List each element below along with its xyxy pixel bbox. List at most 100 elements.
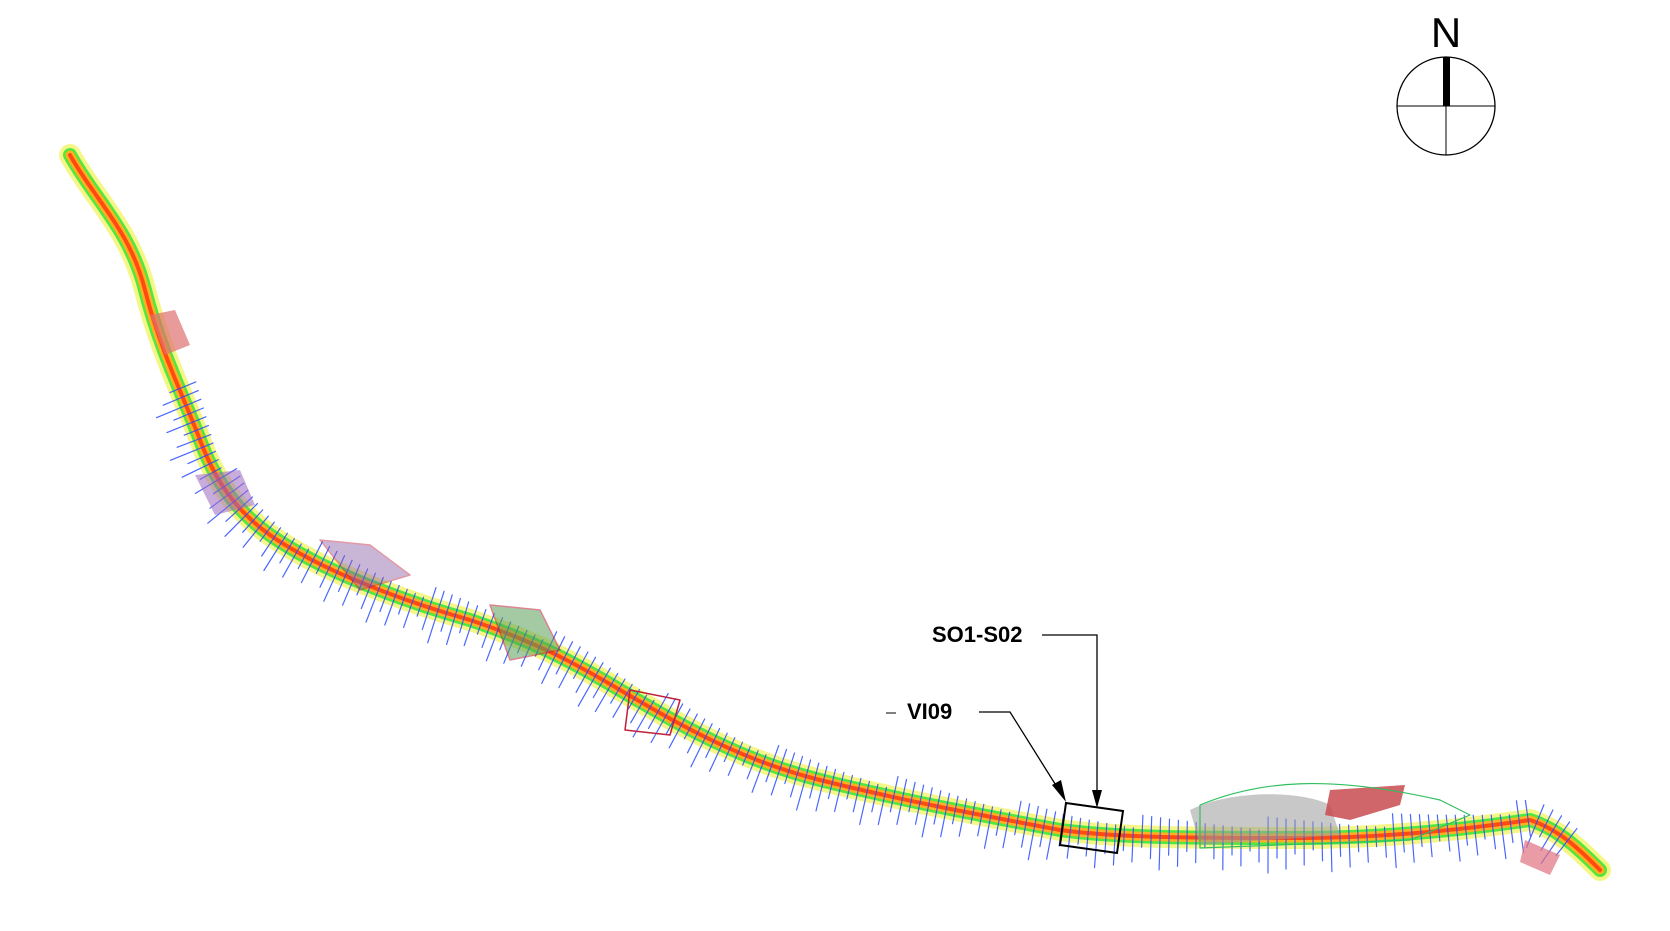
cross-section-tick — [403, 592, 416, 629]
corridor-vegetation-green — [63, 148, 1607, 877]
cross-section-tick — [1167, 818, 1171, 856]
cross-section-tick — [1140, 814, 1144, 848]
cross-section-tick — [398, 588, 408, 615]
cross-section-tick — [342, 564, 361, 606]
structure-east-building — [1325, 785, 1405, 820]
cross-section-tick — [1066, 815, 1073, 859]
structure-junction-c — [624, 689, 681, 736]
detail-frame — [1058, 801, 1125, 855]
cross-section-tick — [421, 586, 437, 631]
cross-section-tick — [683, 713, 698, 740]
cross-section-tick — [742, 745, 751, 766]
cross-section-tick — [300, 541, 323, 584]
cross-section-tick — [356, 568, 369, 596]
cross-section-tick — [263, 532, 288, 572]
cross-section-tick — [1122, 825, 1126, 852]
cross-section-tick — [1490, 814, 1497, 850]
cross-section-tick — [1104, 822, 1108, 855]
cross-section-tick — [723, 737, 736, 763]
cross-section-tick — [575, 656, 597, 693]
cross-section-tick — [1427, 814, 1433, 858]
cross-section-tick — [1093, 821, 1099, 869]
cross-section-tick — [765, 744, 780, 783]
cross-section-tick — [1356, 825, 1360, 853]
cross-section-tick — [908, 781, 916, 813]
cross-section-tick — [995, 809, 1002, 836]
cross-section-tick — [1508, 814, 1514, 844]
corridor-core-red — [68, 153, 1602, 872]
cross-section-tick — [1540, 815, 1563, 851]
cross-section-tick — [1158, 817, 1162, 871]
cross-section-tick — [360, 572, 376, 610]
cross-section-tick — [169, 442, 214, 461]
callout-vi09-arrowhead — [1052, 780, 1066, 802]
cross-section-tick — [181, 459, 219, 478]
cross-section-tick — [809, 762, 820, 799]
interchange-structures — [150, 310, 1560, 875]
cross-section-tick — [751, 754, 767, 793]
cross-section-tick — [384, 584, 400, 626]
cross-section-tick — [297, 548, 310, 570]
cross-section-tick — [1186, 820, 1188, 853]
cross-section-tick — [833, 771, 845, 813]
cross-section-tick — [951, 795, 959, 825]
cross-section-tick — [784, 752, 796, 785]
cross-section-tick — [242, 515, 269, 548]
cross-section-tick — [173, 407, 204, 421]
cross-section-tick — [815, 765, 828, 812]
callout-vi09-label: VI09 — [907, 699, 952, 724]
cross-section-tick — [319, 550, 338, 588]
cross-section-tick — [958, 798, 968, 837]
cross-section-tick — [1176, 819, 1180, 867]
cross-section-tick — [1338, 823, 1342, 857]
cross-section-tick — [261, 527, 282, 557]
cross-section-tick — [592, 667, 612, 699]
callout-so1-s02: SO1-S02 — [932, 622, 1102, 808]
structure-junction-b — [489, 604, 561, 661]
cross-section-tick — [279, 538, 295, 564]
cross-section-tick — [1409, 813, 1415, 863]
cross-section-tick — [690, 723, 713, 768]
structure-mid-junction — [195, 470, 255, 515]
cross-section-tick — [162, 390, 199, 406]
north-arrow: N — [1396, 9, 1496, 156]
cross-section-tick — [1027, 805, 1039, 861]
cross-section-tick — [970, 800, 976, 824]
cross-section-tick — [610, 678, 626, 704]
cross-section-tick — [789, 755, 804, 798]
cross-section-tick — [630, 694, 648, 724]
cross-section-tick — [1481, 814, 1486, 840]
cross-section-tick — [541, 636, 566, 685]
cross-section-tick — [708, 732, 728, 772]
cross-section-tick — [1077, 817, 1082, 845]
cross-section-tick — [1472, 814, 1479, 856]
cross-section-tick — [1347, 824, 1351, 868]
cross-section-tick — [1555, 827, 1578, 857]
cross-section-tick — [1463, 814, 1469, 846]
cross-section-tick — [705, 727, 721, 759]
cross-section-tick — [481, 612, 495, 649]
cross-section-tick — [921, 787, 933, 838]
cross-section-tick — [859, 780, 871, 826]
cross-section-tick — [889, 775, 899, 813]
callout-vi09: VI09 — [886, 699, 1066, 802]
cross-section-tick — [1020, 803, 1031, 848]
cross-section-tick — [1085, 819, 1090, 857]
cross-section-tick — [940, 792, 951, 838]
cross-section-tick — [668, 708, 691, 749]
cross-section-tick — [977, 803, 985, 837]
structure-east-outline — [1199, 782, 1471, 849]
cross-section-tick — [242, 509, 264, 533]
cross-section-tick — [224, 503, 258, 537]
cross-section-tick — [877, 786, 888, 826]
callout-so1-s02-leader — [1042, 634, 1098, 796]
cross-section-tick — [446, 597, 461, 646]
cross-section-tick — [795, 759, 812, 811]
cross-section-tick — [183, 425, 209, 436]
callout-so1-s02-label: SO1-S02 — [932, 622, 1023, 647]
cross-section-tick — [1365, 825, 1369, 863]
cross-section-tick — [476, 608, 487, 635]
cross-section-tick — [686, 718, 706, 754]
corridor-outer-orange — [65, 150, 1605, 875]
